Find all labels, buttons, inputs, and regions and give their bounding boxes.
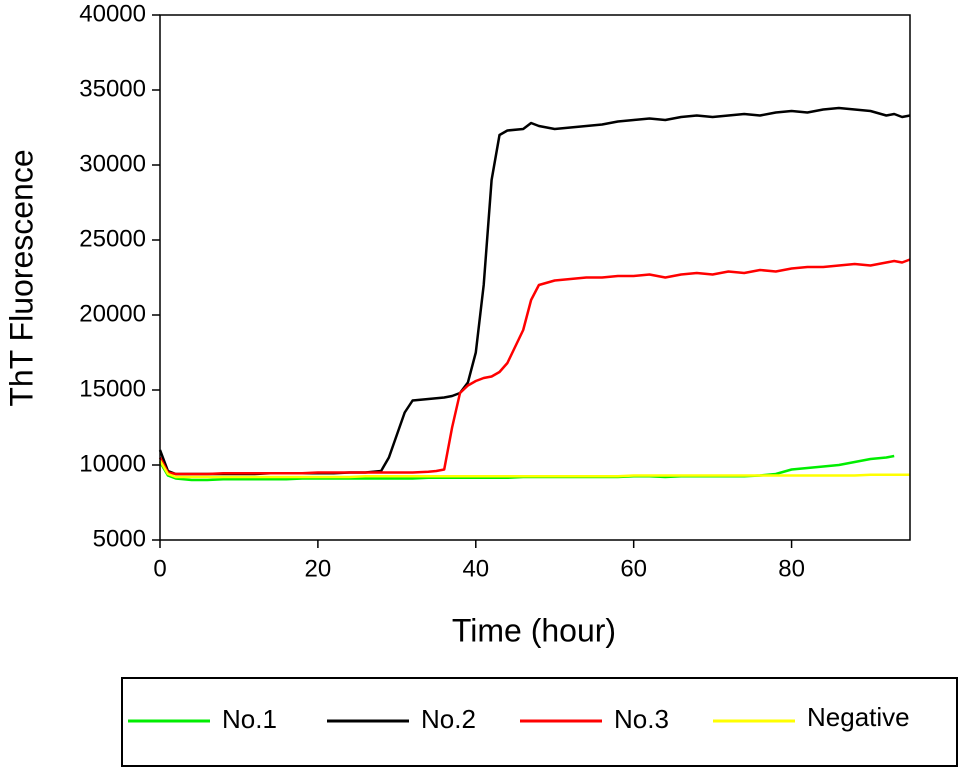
- y-tick-label: 25000: [79, 225, 146, 252]
- y-tick-label: 10000: [79, 450, 146, 477]
- plot-frame: [159, 14, 911, 541]
- legend-box: [121, 677, 958, 767]
- y-tick-label: 15000: [79, 375, 146, 402]
- y-tick-label: 5000: [93, 525, 146, 552]
- x-tick-label: 60: [620, 555, 647, 582]
- legend-label: No.2: [421, 704, 476, 734]
- y-tick-label: 40000: [79, 0, 146, 27]
- x-axis-title: Time (hour): [452, 612, 616, 648]
- x-tick-label: 20: [305, 555, 332, 582]
- series-line: [158, 258, 911, 476]
- x-tick-label: 80: [778, 555, 805, 582]
- legend-label: No.1: [222, 704, 277, 734]
- y-axis-title: ThT Fluorescence: [3, 149, 39, 406]
- x-tick-label: 40: [462, 555, 489, 582]
- y-tick-label: 30000: [79, 150, 146, 177]
- y-tick-label: 35000: [79, 75, 146, 102]
- series-line: [158, 459, 910, 479]
- legend-label: Negative: [807, 702, 910, 732]
- legend-label: No.3: [614, 704, 669, 734]
- x-tick-label: 0: [153, 555, 166, 582]
- y-tick-label: 20000: [79, 300, 146, 327]
